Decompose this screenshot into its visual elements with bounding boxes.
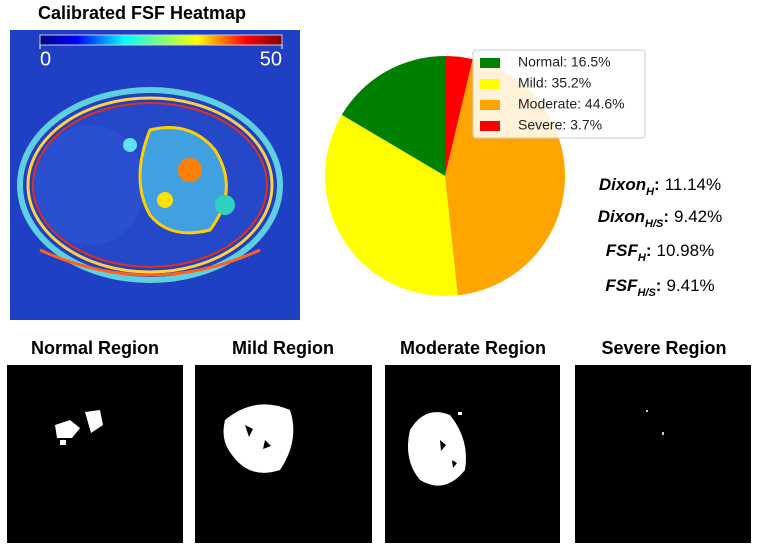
metric-subscript: H/S [637,287,656,299]
metric-colon: : [646,241,652,260]
metric-value: 9.41% [666,276,714,295]
metric-colon: : [654,175,660,194]
metric: DixonH: 11.14% [599,175,721,197]
legend-label: Moderate: 44.6% [518,96,625,112]
metric-name: FSF [605,276,638,295]
region-panels [7,365,751,543]
legend-swatch [480,100,500,110]
heatmap-title: Calibrated FSF Heatmap [38,3,246,23]
metric: FSFH/S: 9.41% [605,276,714,298]
metric-name: FSF [606,241,639,260]
metric: DixonH/S: 9.42% [598,207,722,229]
colorbar-tick-label: 0 [40,48,51,70]
legend-swatch [480,79,500,89]
metric-colon: : [656,276,662,295]
metric-subscript: H [646,186,655,198]
metric-subscript: H/S [645,218,664,230]
metric-value: 11.14% [665,175,721,194]
metric-colon: : [663,207,669,226]
heatmap-image [10,30,300,320]
pie-slice [341,56,445,176]
region-title: Mild Region [232,338,334,358]
pie-slice [445,56,473,176]
metric-name: Dixon [598,207,645,226]
legend-box [472,49,646,139]
legend-swatch [480,58,500,68]
legend-label: Severe: 3.7% [518,117,602,133]
legend-swatch [480,121,500,131]
metric-value: 10.98% [657,241,715,260]
metric-name: Dixon [599,175,646,194]
legend-label: Mild: 35.2% [518,75,591,91]
region-title: Severe Region [601,338,726,358]
legend-label: Normal: 16.5% [518,54,611,70]
region-title: Normal Region [31,338,159,358]
region-title: Moderate Region [400,338,546,358]
metric: FSFH: 10.98% [606,241,714,263]
colorbar-tick-label: 50 [260,48,282,70]
metric-subscript: H [638,252,647,264]
metric-value: 9.42% [674,207,722,226]
pie-slice [325,114,458,296]
